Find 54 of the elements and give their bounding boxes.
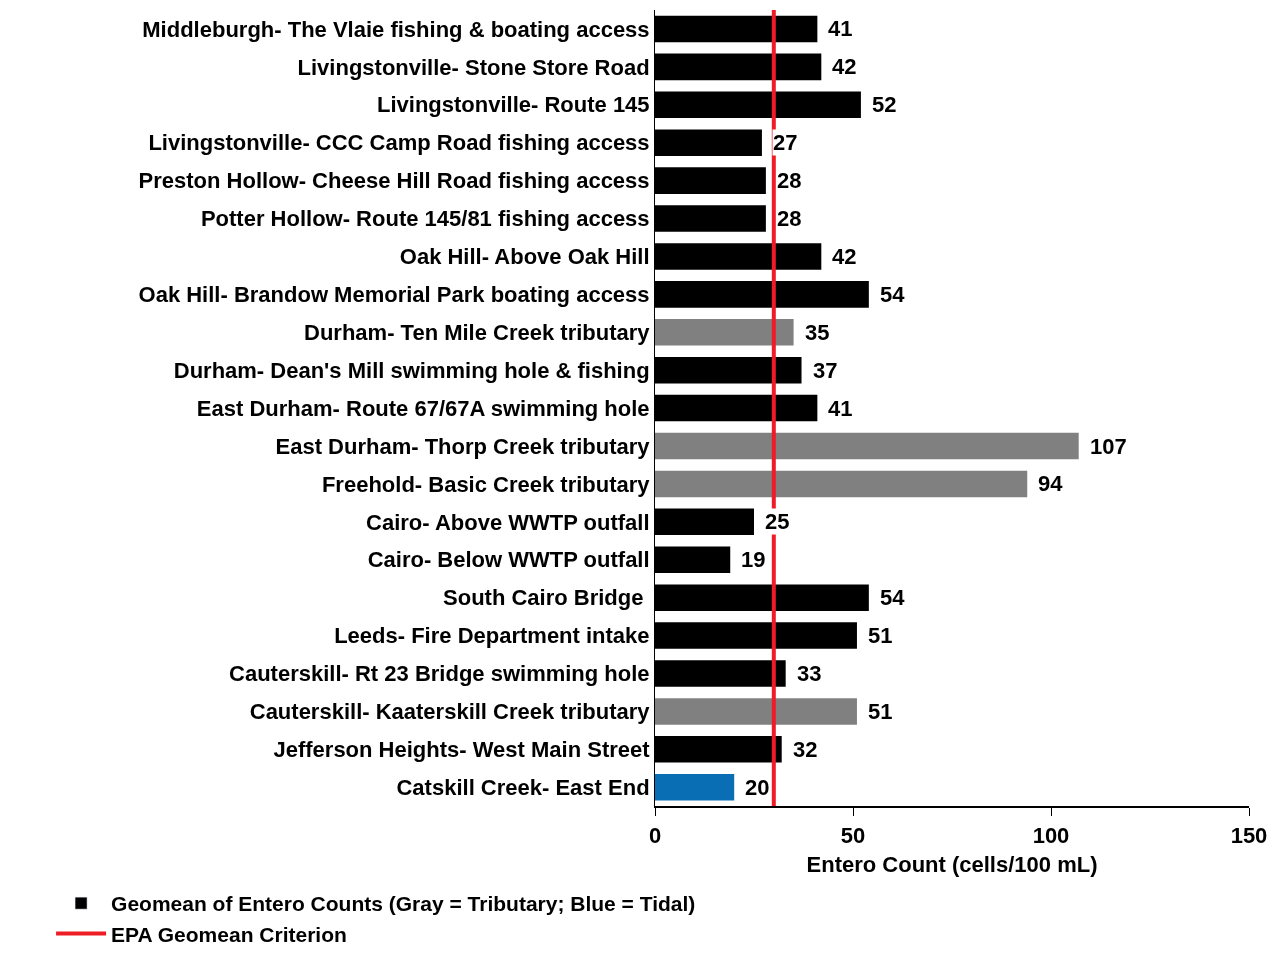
- y-tick-label: East Durham- Route 67/67A swimming hole: [196, 395, 650, 421]
- y-tick-label: Cairo- Below WWTP outfall: [367, 547, 650, 573]
- x-tick-label: 100: [1032, 822, 1070, 848]
- data-label: 28: [777, 206, 802, 231]
- data-label: 41: [828, 16, 853, 41]
- x-tick-label: 0: [648, 822, 662, 848]
- y-tick-label: Cairo- Above WWTP outfall: [366, 509, 650, 535]
- y-tick-label: Potter Hollow- Route 145/81 fishing access: [200, 206, 650, 232]
- x-axis-title: Entero Count (cells/100 mL): [806, 852, 1098, 877]
- data-label: 19: [741, 547, 766, 572]
- bar: [655, 319, 794, 346]
- data-label: 37: [813, 358, 838, 383]
- data-label: 33: [797, 661, 822, 686]
- bar: [655, 698, 857, 725]
- bar: [655, 470, 1028, 498]
- data-label: 54: [880, 585, 906, 610]
- y-tick-label: Durham- Dean's Mill swimming hole & fishing: [173, 357, 650, 383]
- y-tick-label: Catskill Creek- East End: [396, 774, 650, 800]
- y-tick-label: Cauterskill- Rt 23 Bridge swimming hole: [229, 661, 650, 687]
- y-tick-label: Jefferson Heights- West Main Street: [273, 737, 651, 763]
- data-label: 27: [773, 130, 798, 155]
- legend-label: Geomean of Entero Counts (Gray = Tributary; Blue = Tidal): [111, 892, 696, 916]
- y-tick-label: Preston Hollow- Cheese Hill Road fishing access: [138, 168, 650, 194]
- y-tick-label: Leeds- Fire Department intake: [334, 623, 650, 649]
- data-label: 51: [868, 623, 893, 648]
- x-tick-label: 150: [1230, 822, 1268, 848]
- y-tick-label: Freehold- Basic Creek tributary: [321, 471, 651, 497]
- y-tick-label: Middleburgh- The Vlaie fishing & boating access: [142, 16, 650, 42]
- bar: [655, 432, 1079, 460]
- data-label: 41: [828, 396, 853, 421]
- bar: [655, 773, 735, 801]
- y-tick-label: Oak Hill- Above Oak Hill: [399, 244, 650, 270]
- y-tick-label: Livingstonville- CCC Camp Road fishing access: [148, 130, 650, 156]
- data-label: 42: [832, 244, 857, 269]
- y-tick-label: Cauterskill- Kaaterskill Creek tributary: [249, 699, 651, 725]
- y-tick-label: South Cairo Bridge: [443, 585, 650, 611]
- y-tick-label: East Durham- Thorp Creek tributary: [275, 433, 651, 459]
- y-tick-label: Durham- Ten Mile Creek tributary: [304, 319, 651, 345]
- data-label: 54: [880, 282, 906, 307]
- data-label: 20: [745, 775, 770, 800]
- legend-label: EPA Geomean Criterion: [111, 922, 347, 946]
- y-tick-label: Livingstonville- Route 145: [376, 92, 650, 118]
- data-label: 25: [765, 509, 790, 534]
- y-tick-label: Livingstonville- Stone Store Road: [297, 54, 650, 80]
- data-label: 52: [872, 92, 897, 117]
- data-label: 28: [777, 168, 802, 193]
- data-label: 35: [805, 320, 830, 345]
- data-label: 94: [1038, 471, 1064, 496]
- data-label: 42: [832, 54, 857, 79]
- data-label: 107: [1090, 434, 1127, 459]
- data-label: 51: [868, 699, 893, 724]
- x-tick-label: 50: [840, 822, 866, 848]
- data-label: 32: [793, 737, 818, 762]
- y-tick-label: Oak Hill- Brandow Memorial Park boating access: [138, 282, 650, 308]
